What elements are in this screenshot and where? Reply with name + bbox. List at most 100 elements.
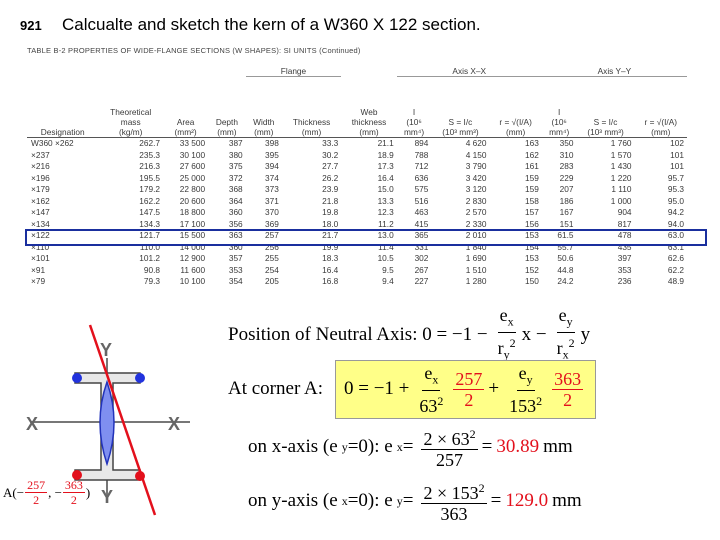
- column-header-line: r = √(I/A): [644, 117, 677, 127]
- column-header-line: Web: [360, 107, 378, 117]
- table-cell: 380: [228, 149, 243, 160]
- table-row: ×216 216.3 27 600 375 394 27.7 17.3 712 3 790 161…: [27, 161, 687, 173]
- denominator: 1532: [507, 391, 544, 416]
- table-cell: 257: [265, 230, 279, 240]
- table-cell: 2 010: [465, 230, 487, 240]
- table-cell: 395: [265, 149, 279, 160]
- text: =: [481, 436, 493, 457]
- superscript: 2: [469, 427, 476, 441]
- table-cell: 9.5: [382, 264, 394, 275]
- table-cell: 14 000: [179, 241, 206, 252]
- text: +: [488, 378, 500, 400]
- table-cell: 3 120: [465, 184, 487, 194]
- table-cell: ×237: [31, 149, 50, 160]
- text: A(−: [3, 484, 25, 500]
- column-header: r = √(I/A) (mm): [489, 76, 542, 138]
- table-cell: ×110: [31, 241, 50, 252]
- table-cell: 262.7: [139, 138, 161, 148]
- table-cell: 3 790: [465, 161, 487, 171]
- value: 30.89: [496, 436, 540, 457]
- fraction: ex ry2: [496, 305, 518, 364]
- fraction: 257 2: [453, 369, 485, 410]
- text: 257: [436, 450, 464, 470]
- equation-label: At corner A:: [228, 378, 323, 400]
- table-cell: 95.3: [667, 184, 684, 194]
- table-cell: 162: [524, 149, 539, 160]
- table-cell: 195.5: [139, 172, 161, 183]
- table-cell: 95.7: [667, 172, 684, 183]
- numerator: 363: [62, 478, 85, 493]
- table-cell: 394: [265, 161, 279, 171]
- section-diagram: Y X X Y: [26, 324, 190, 516]
- table-cell: 61.5: [557, 230, 574, 240]
- column-header: S = I/c (10³ mm³): [576, 76, 635, 138]
- table-cell: 30 100: [179, 149, 206, 160]
- table-cell: 516: [414, 195, 429, 206]
- table-cell: 94.2: [667, 207, 684, 217]
- table-cell: 147.5: [139, 207, 161, 217]
- table-cell: ×147: [31, 207, 50, 217]
- equation: Position of Neutral Axis: 0 = −1 − ex ry2 x…: [228, 305, 594, 364]
- table-cell: 163: [524, 138, 539, 148]
- text: 363: [440, 504, 468, 524]
- table-cell: 1 430: [610, 161, 632, 171]
- table-cell: 1 000: [610, 195, 632, 206]
- numerator: ey: [516, 363, 535, 391]
- column-header: Thickness (mm): [281, 76, 342, 138]
- table-cell: 236: [617, 276, 632, 286]
- column-header-line: (mm): [651, 127, 671, 137]
- table-cell: 13.0: [377, 230, 394, 240]
- table-cell: 11.2: [378, 218, 394, 229]
- column-group: Axis Y–Y: [541, 60, 687, 77]
- table-cell: 159: [524, 172, 539, 183]
- table-row: ×237 235.3 30 100 380 395 30.2 18.9 788 4 150 162…: [27, 150, 687, 162]
- table-cell: 48.9: [667, 276, 684, 286]
- equation: At corner A: 0 = −1 + ex 632 257 2 + ey 1532 363 2: [228, 360, 597, 419]
- text: 2 × 153: [423, 483, 479, 503]
- table-cell: 25 000: [179, 172, 206, 183]
- table-row: ×134 134.3 17 100 356 369 18.0 11.2 415 2 330 156…: [27, 219, 687, 231]
- table-cell: ×91: [31, 264, 46, 275]
- column-header-line: Theoretical: [110, 107, 152, 117]
- header-row: Designation Theoretical mass (kg/m) Area (mm²…: [27, 60, 687, 138]
- table-cell: 63.0: [667, 230, 684, 240]
- table-cell: 636: [414, 172, 429, 183]
- subscript: x: [396, 439, 403, 454]
- table-cell: 27 600: [179, 161, 206, 171]
- text: 63: [419, 395, 438, 416]
- table-cell: 18.9: [377, 149, 394, 160]
- axis-label: Y: [100, 340, 112, 360]
- table-cell: 4 620: [465, 138, 487, 148]
- table-cell: 21.7: [322, 230, 339, 240]
- table-cell: W360 ×262: [31, 138, 74, 148]
- table-cell: 19.9: [322, 241, 339, 252]
- kern: [99, 379, 115, 467]
- table-cell: 21.1: [377, 138, 394, 148]
- table-cell: 1 220: [610, 172, 632, 183]
- table-cell: 904: [617, 207, 632, 217]
- column-header-line: Designation: [40, 127, 85, 137]
- fraction: 2 × 1532 363: [421, 478, 487, 524]
- table-cell: 1 690: [465, 253, 487, 263]
- table-cell: 302: [414, 253, 429, 263]
- table-cell: 18 800: [179, 207, 206, 217]
- table-cell: 18.0: [322, 218, 339, 229]
- column-header-line: Width: [253, 117, 275, 127]
- subscript: y: [566, 314, 573, 329]
- denominator: rx2: [555, 333, 577, 365]
- text: 2: [70, 493, 77, 507]
- table-cell: 10.5: [377, 253, 394, 263]
- table-cell: 207: [559, 184, 574, 194]
- table-cell: 2 330: [465, 218, 487, 229]
- text: x −: [521, 323, 547, 345]
- table-cell: 24.2: [557, 276, 574, 286]
- table-cell: 788: [414, 149, 429, 160]
- table-cell: 387: [228, 138, 243, 148]
- column-header-line: (mm): [301, 127, 322, 137]
- column-header-line: Area: [176, 117, 195, 127]
- table-cell: 9.4: [382, 276, 394, 286]
- table-cell: 22 800: [179, 184, 206, 194]
- text: =: [402, 436, 414, 457]
- table-cell: 153: [524, 230, 539, 240]
- table-cell: 101: [670, 149, 684, 160]
